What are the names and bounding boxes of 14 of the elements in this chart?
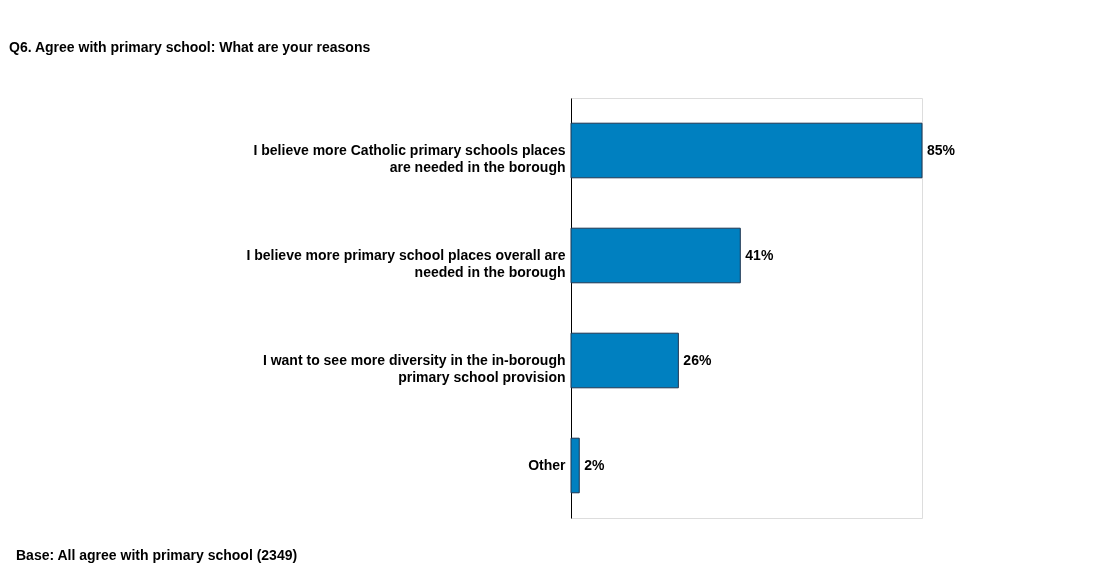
data-label: 26% bbox=[683, 351, 712, 368]
y-tick-label: I believe more Catholic primary schools places are needed in the borough bbox=[253, 141, 566, 175]
data-label: 85% bbox=[927, 141, 956, 158]
text: Base: All agree with primary school (2349) bbox=[16, 547, 298, 563]
bar bbox=[570, 437, 580, 494]
bar bbox=[570, 332, 679, 389]
bar bbox=[570, 122, 923, 179]
data-label: 41% bbox=[745, 246, 774, 263]
y-tick-label: Other bbox=[528, 456, 567, 473]
bar bbox=[570, 227, 741, 284]
data-label: 2% bbox=[584, 456, 606, 473]
y-tick-label: I believe more primary school places overall are needed in the borough bbox=[246, 246, 566, 280]
y-tick-label: I want to see more diversity in the in-borough primary school provision bbox=[262, 351, 566, 385]
text: Q6. Agree with primary school: What are your reasons bbox=[9, 39, 371, 55]
